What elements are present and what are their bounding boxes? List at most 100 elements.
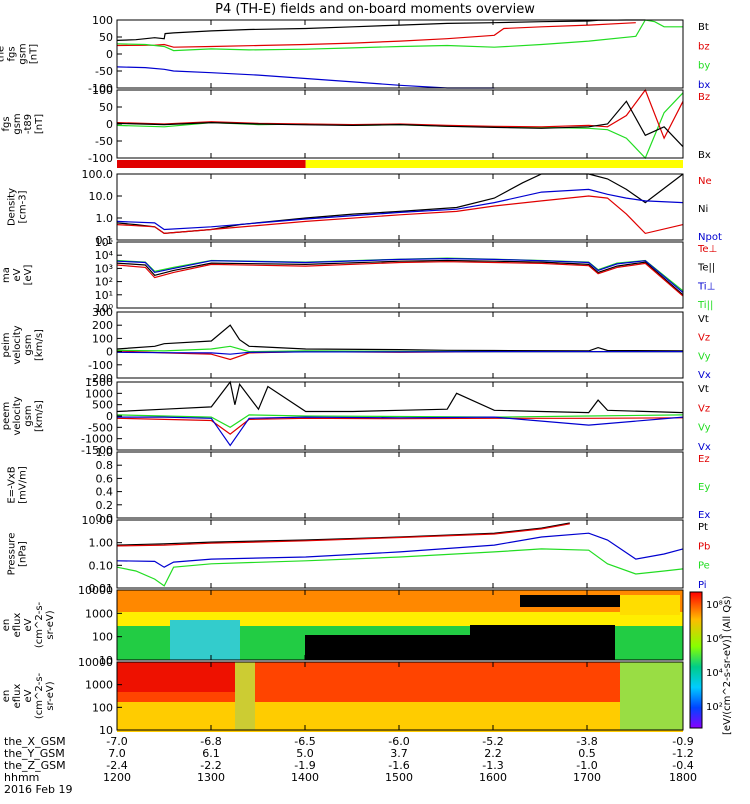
y-tick-label: -1000 bbox=[81, 433, 113, 446]
legend-entry: Ni bbox=[698, 204, 708, 215]
y-axis-label: [nT] bbox=[29, 44, 40, 64]
y-tick-label: 0 bbox=[106, 346, 113, 359]
ion-spectrogram-noise-3 bbox=[520, 595, 620, 607]
legend-entry: Vt bbox=[698, 384, 709, 395]
y-tick-label: -100 bbox=[88, 359, 113, 372]
y-axis-label: [km/s] bbox=[34, 400, 45, 432]
legend-entry: by bbox=[698, 61, 710, 72]
x-axis-value: -5.2 bbox=[482, 735, 503, 748]
legend-entry: Bt bbox=[698, 22, 709, 33]
y-tick-label: 0.4 bbox=[96, 486, 114, 499]
legend-entry: Ex bbox=[698, 510, 710, 521]
y-axis-label: peim bbox=[1, 332, 12, 357]
x-axis-value: -6.5 bbox=[294, 735, 315, 748]
y-axis-label: en bbox=[1, 690, 12, 703]
y-tick-label: 0.01 bbox=[89, 582, 114, 595]
series-line-Vt bbox=[116, 380, 684, 414]
x-axis-row-label: the_X_GSM bbox=[4, 735, 66, 748]
panel-frame bbox=[116, 589, 684, 661]
series-line-Bx bbox=[116, 100, 684, 148]
y-axis-label: eV bbox=[23, 618, 34, 631]
panel-frame bbox=[116, 311, 684, 379]
colorbar-tick-label: 10² bbox=[706, 702, 723, 713]
series-line-Npot bbox=[116, 188, 684, 231]
y-axis-label: peer bbox=[0, 684, 1, 708]
ion-spectrogram-edge bbox=[620, 595, 680, 615]
series-line-Vz bbox=[116, 417, 684, 435]
legend-entry: Bx bbox=[698, 150, 711, 161]
y-axis-label: [nPa] bbox=[18, 541, 29, 567]
y-axis-label: eV bbox=[23, 689, 34, 702]
y-axis-label: gsm bbox=[23, 405, 34, 426]
panel-frame bbox=[116, 241, 684, 309]
y-axis-label: sr-eV) bbox=[45, 681, 56, 710]
legend-entry: Vz bbox=[698, 333, 710, 344]
series-line-Bt bbox=[116, 19, 646, 41]
x-axis-value: -7.0 bbox=[106, 735, 127, 748]
colorbar bbox=[689, 591, 703, 729]
y-tick-label: 100 bbox=[92, 631, 113, 644]
y-axis-label: (cm^2-s- bbox=[34, 601, 45, 648]
x-axis-value: -1.0 bbox=[576, 759, 597, 772]
x-axis-value: 1500 bbox=[385, 771, 413, 784]
x-axis-value: 0.5 bbox=[578, 747, 596, 760]
y-tick-label: 100.0 bbox=[82, 168, 114, 181]
legend-entry: Ti|| bbox=[697, 300, 713, 311]
y-tick-label: 50 bbox=[99, 101, 113, 114]
y-axis-label: gsm bbox=[23, 334, 34, 355]
x-axis-value: 1300 bbox=[197, 771, 225, 784]
x-axis-value: 3.7 bbox=[390, 747, 408, 760]
legend-entry: Vz bbox=[698, 403, 710, 414]
series-line-bz bbox=[116, 22, 636, 48]
y-tick-label: -100 bbox=[88, 82, 113, 95]
y-tick-label: 0 bbox=[106, 410, 113, 423]
y-tick-label: 0 bbox=[106, 118, 113, 131]
y-tick-label: -50 bbox=[95, 65, 113, 78]
legend-entry: Vx bbox=[698, 442, 711, 453]
status-bar-segment bbox=[305, 160, 683, 168]
x-axis-value: 1200 bbox=[103, 771, 131, 784]
panel-frame bbox=[116, 519, 684, 589]
y-axis-label: the bbox=[0, 408, 1, 424]
series-line-Bz bbox=[116, 88, 684, 140]
legend-entry: Vx bbox=[698, 370, 711, 381]
series-line-bx bbox=[116, 66, 495, 89]
series-line-Ni bbox=[116, 173, 684, 235]
y-tick-label: 10⁰ bbox=[95, 302, 114, 315]
x-axis-value: 2.2 bbox=[484, 747, 502, 760]
y-tick-label: 10000 bbox=[78, 656, 113, 669]
y-axis-label: [mV/m] bbox=[18, 466, 29, 504]
y-tick-label: 10⁵ bbox=[95, 236, 113, 249]
series-line-Vx bbox=[116, 351, 683, 355]
electron-spectrogram-gap bbox=[235, 662, 255, 730]
y-tick-label: -500 bbox=[88, 421, 113, 434]
y-tick-label: 0 bbox=[106, 48, 113, 61]
legend-entry: bz bbox=[698, 41, 710, 52]
panel-frame bbox=[116, 451, 684, 519]
y-tick-label: -50 bbox=[95, 135, 113, 148]
y-axis-label: peir bbox=[0, 614, 1, 634]
y-axis-label: eV bbox=[12, 268, 23, 281]
y-axis-label: Pressure bbox=[7, 533, 18, 576]
y-tick-label: 0.8 bbox=[96, 459, 114, 472]
x-axis-value: 1800 bbox=[669, 771, 697, 784]
y-axis-label: [cm-3] bbox=[18, 190, 29, 223]
y-tick-label: 0.10 bbox=[89, 559, 114, 572]
y-axis-label: gsm bbox=[18, 43, 29, 64]
y-tick-label: 1000 bbox=[85, 679, 113, 692]
legend-entry: Bz bbox=[698, 92, 710, 103]
y-tick-label: -1500 bbox=[81, 444, 113, 457]
ion-spectrogram-noise-1 bbox=[305, 635, 470, 660]
legend-entry: Ti⊥ bbox=[697, 281, 715, 292]
y-tick-label: 10.0 bbox=[89, 190, 114, 203]
x-axis-row-label: hhmm bbox=[4, 771, 39, 784]
series-line-Te|| bbox=[116, 259, 684, 296]
y-tick-label: 300 bbox=[92, 306, 113, 319]
y-tick-label: 100 bbox=[92, 332, 113, 345]
y-axis-label: eflux bbox=[12, 684, 23, 709]
x-axis-value: 1600 bbox=[479, 771, 507, 784]
x-axis-value: -2.2 bbox=[200, 759, 221, 772]
y-tick-label: 100 bbox=[92, 701, 113, 714]
y-tick-label: 10¹ bbox=[95, 289, 113, 302]
